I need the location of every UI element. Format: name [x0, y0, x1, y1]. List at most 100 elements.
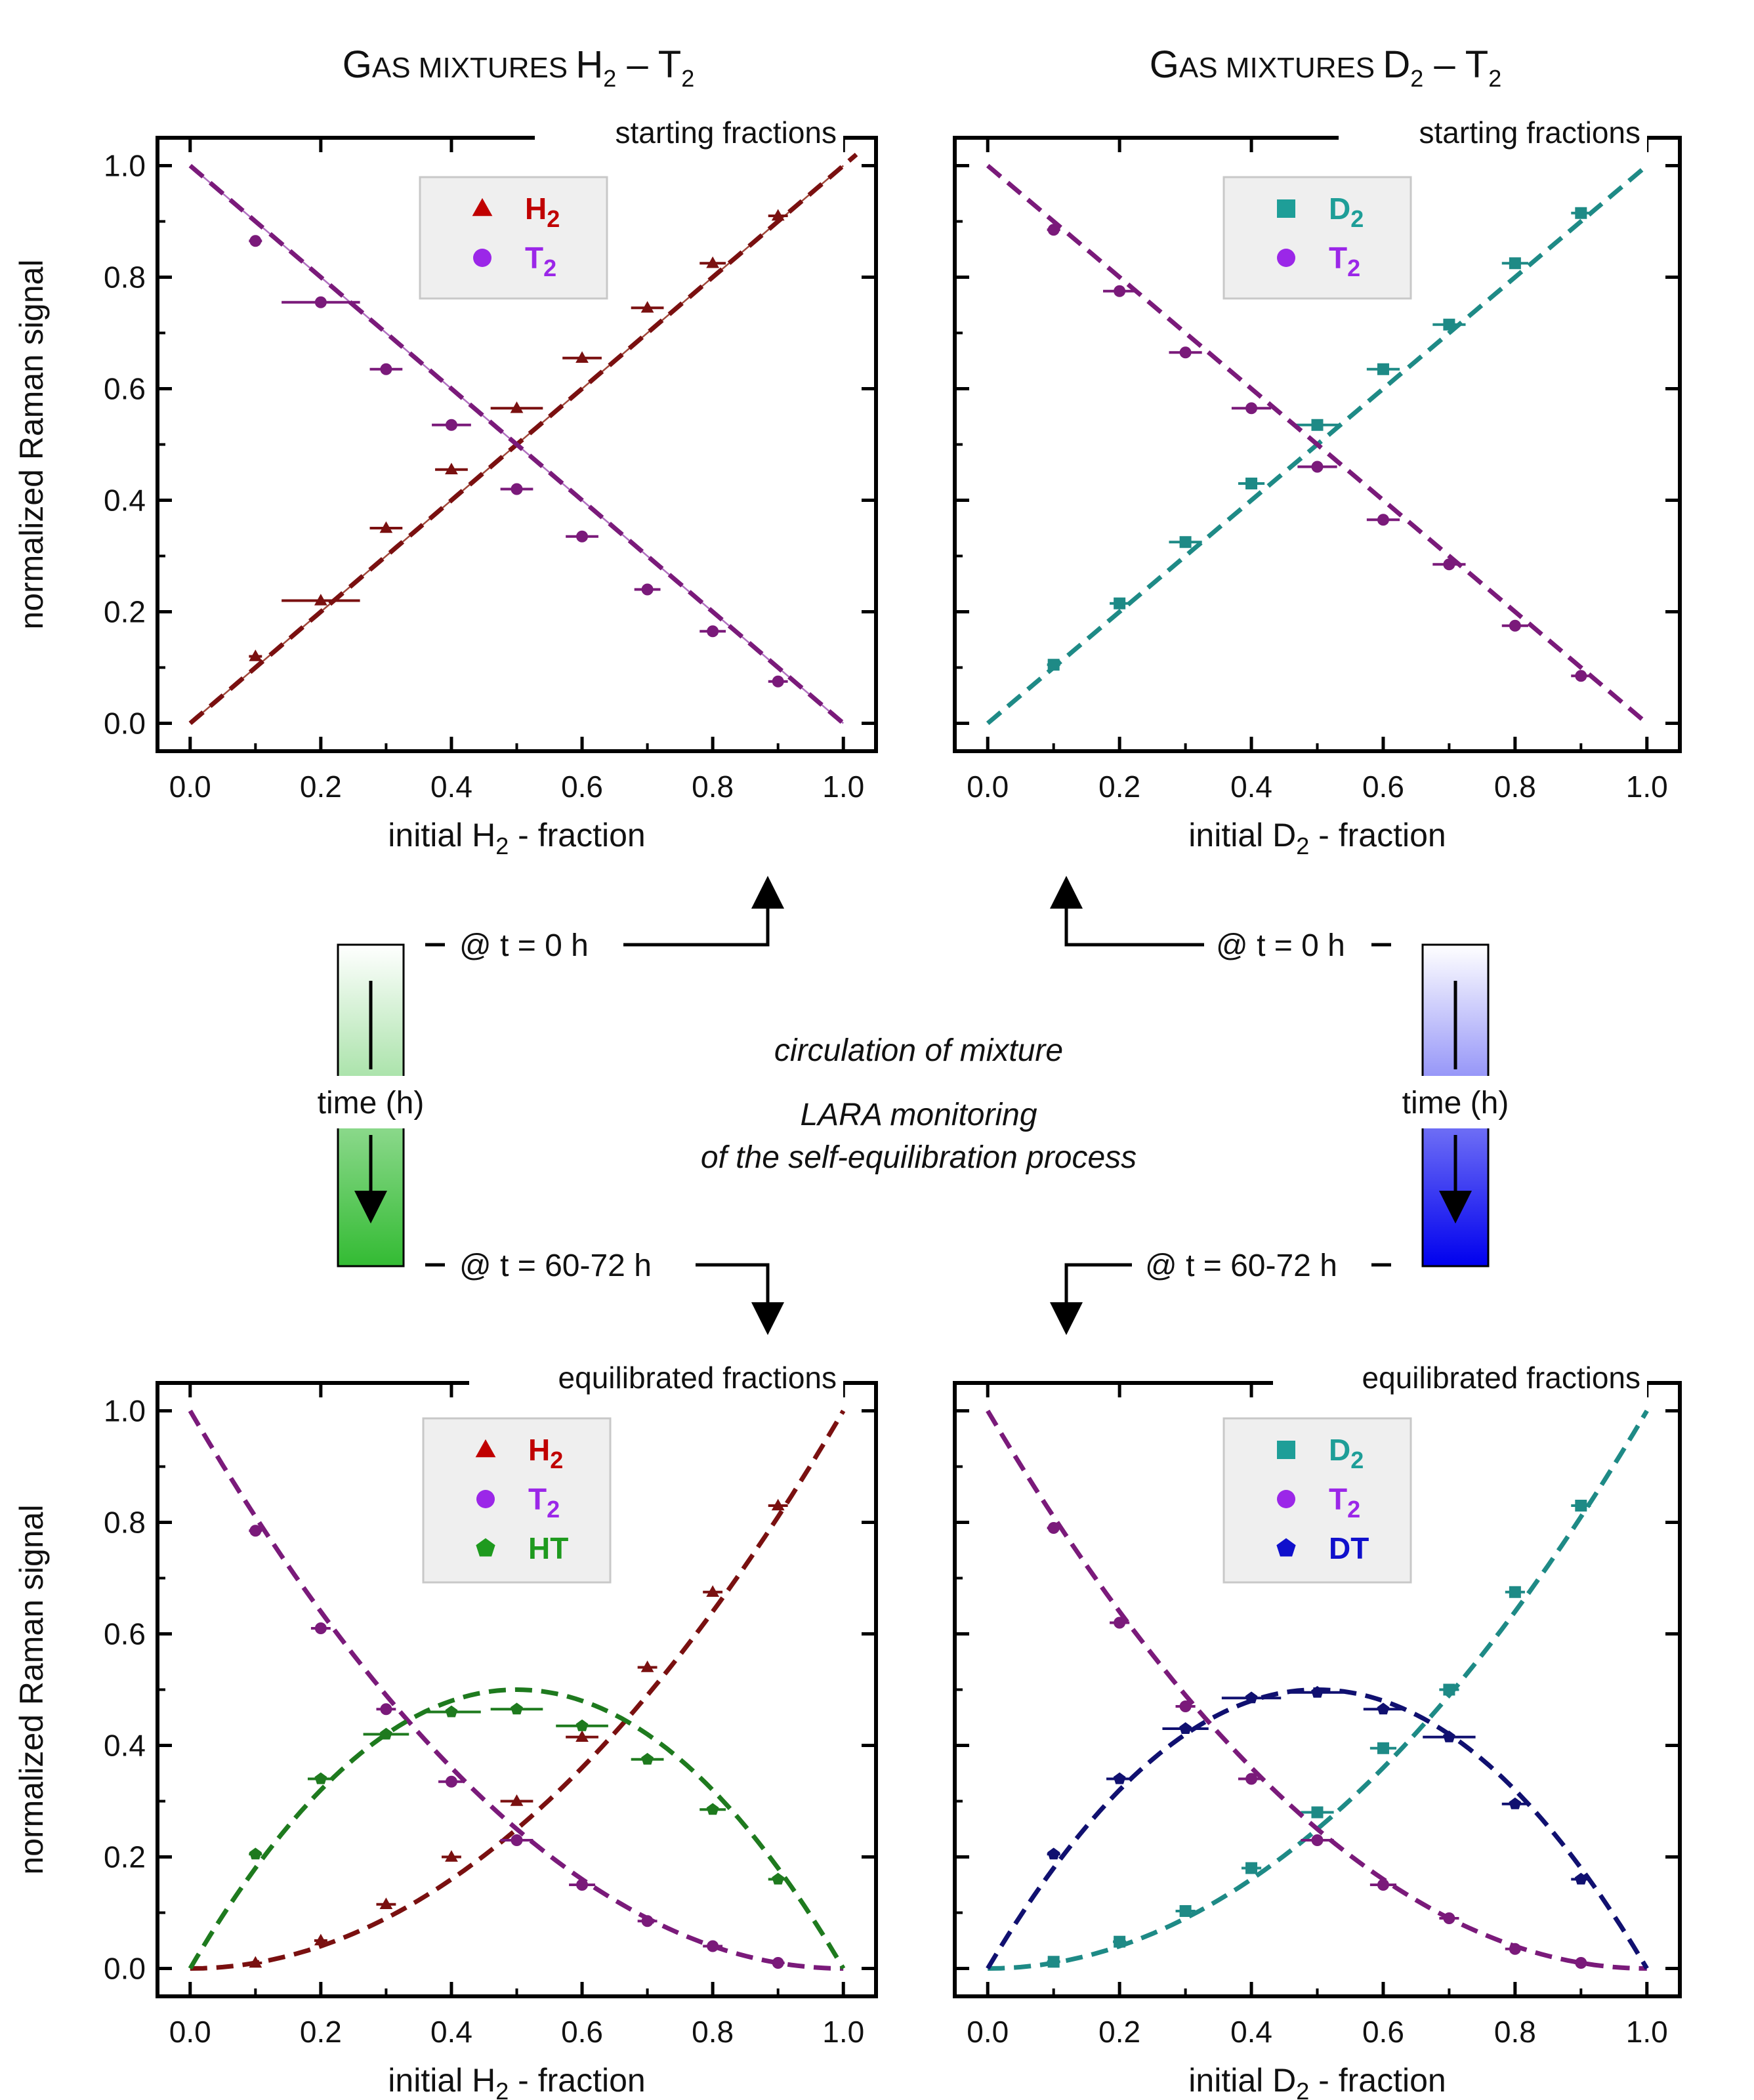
data-point-T2 [1047, 1522, 1060, 1534]
legend-marker-T2 [1277, 1490, 1295, 1508]
data-point-H2 [445, 1850, 458, 1862]
corner-label-bg [1339, 114, 1647, 152]
t-end-label-right: @ t = 60-72 h [1145, 1248, 1337, 1283]
data-point-T2 [707, 1940, 719, 1952]
data-point-T2 [1245, 1773, 1258, 1785]
x-tick-label: 0.6 [561, 770, 603, 804]
t-start-label-left: @ t = 0 h [459, 928, 589, 963]
data-point-H2 [314, 1933, 327, 1946]
legend-label: DT [1329, 1531, 1369, 1565]
data-point-D2 [1179, 536, 1192, 548]
y-tick-label: 0.0 [104, 707, 146, 741]
x-tick-label: 0.0 [169, 770, 211, 804]
data-point-T2 [1311, 461, 1324, 473]
legend-marker-T2 [473, 249, 491, 267]
chart-panel-top-left: 0.0 0.0 0.2 0.2 0.4 0.4 0.6 0.6 0.8 0.8 1.0 1.0 star… [13, 114, 878, 859]
data-point-H2 [771, 209, 785, 221]
data-point-T2 [1179, 346, 1192, 359]
x-tick-label: 0.0 [967, 770, 1009, 804]
data-point-D2 [1443, 318, 1455, 331]
x-tick-label: 0.4 [430, 2015, 472, 2049]
data-point-D2 [1575, 207, 1587, 219]
t-end-label-left: @ t = 60-72 h [459, 1248, 652, 1283]
y-axis-label: normalized Raman signal [13, 259, 50, 629]
data-point-D2 [1245, 478, 1258, 489]
data-point-D2 [1311, 419, 1324, 431]
data-point-T2 [641, 583, 654, 596]
data-point-T2 [1575, 1957, 1587, 1969]
data-point-HT [706, 1803, 719, 1815]
data-point-HT [249, 1847, 262, 1860]
data-point-T2 [445, 419, 457, 431]
fit-curve-T2 [986, 163, 1649, 726]
data-point-D2 [1509, 1586, 1521, 1598]
corner-label-bg [1273, 1359, 1647, 1397]
data-point-T2 [1443, 1912, 1455, 1924]
data-point-DT [1047, 1847, 1060, 1860]
y-tick-label: 0.4 [104, 1729, 146, 1763]
data-point-D2 [1114, 597, 1126, 609]
data-point-T2 [314, 296, 327, 308]
chart-panel-bottom-left: 0.0 0.0 0.2 0.2 0.4 0.4 0.6 0.6 0.8 0.8 1.0 1.0 equi… [13, 1359, 878, 2100]
y-tick-label: 0.8 [104, 1506, 146, 1540]
data-point-T2 [1377, 514, 1389, 526]
x-tick-label: 1.0 [822, 2015, 864, 2049]
data-point-DT [1377, 1702, 1390, 1715]
data-point-H2 [640, 300, 654, 313]
y-tick-label: 0.2 [104, 1840, 146, 1874]
y-tick-label: 0.8 [104, 260, 146, 295]
x-tick-label: 0.4 [1230, 770, 1272, 804]
data-point-HT [641, 1752, 654, 1765]
data-point-H2 [575, 351, 589, 363]
data-point-T2 [380, 1703, 392, 1716]
x-tick-label: 0.8 [692, 770, 734, 804]
data-point-H2 [510, 401, 524, 413]
x-tick-label: 1.0 [1626, 770, 1668, 804]
data-point-DT [1245, 1691, 1258, 1704]
x-tick-label: 0.0 [169, 2015, 211, 2049]
legend-box [1222, 176, 1412, 300]
data-point-DT [1574, 1872, 1587, 1885]
y-tick-label: 1.0 [104, 149, 146, 183]
data-point-T2 [772, 1957, 784, 1969]
data-point-D2 [1377, 1742, 1389, 1754]
data-point-T2 [576, 1879, 589, 1891]
legend-box [1222, 1417, 1412, 1584]
data-point-HT [575, 1719, 589, 1731]
legend-marker-DT [1276, 1538, 1296, 1557]
legend-label: H2 [525, 192, 560, 232]
legend-label: H2 [528, 1433, 563, 1473]
data-point-D2 [1245, 1862, 1258, 1874]
x-axis-label: initial D2 - fraction [1188, 817, 1446, 859]
corner-label-bg [535, 114, 843, 152]
legend-box [419, 176, 608, 300]
data-point-DT [1442, 1730, 1455, 1742]
data-point-H2 [640, 1660, 654, 1672]
y-tick-label: 0.2 [104, 595, 146, 629]
data-point-H2 [706, 256, 720, 268]
x-tick-label: 0.6 [1362, 770, 1404, 804]
data-point-D2 [1047, 1956, 1060, 1968]
data-point-D2 [1377, 363, 1389, 375]
data-point-D2 [1575, 1500, 1587, 1512]
x-tick-label: 0.6 [1362, 2015, 1404, 2049]
data-point-D2 [1443, 1683, 1455, 1696]
corner-label: starting fractions [1419, 115, 1640, 150]
legend-marker-HT [476, 1538, 495, 1557]
x-axis-label: initial H2 - fraction [388, 817, 645, 859]
data-point-H2 [379, 521, 393, 533]
fit-curve-T2 [188, 1409, 844, 1971]
legend-label: D2 [1329, 1433, 1364, 1473]
data-point-HT [511, 1702, 523, 1715]
x-tick-label: 0.6 [561, 2015, 603, 2049]
y-tick-label: 1.0 [104, 1394, 146, 1428]
data-point-H2 [249, 1956, 262, 1968]
legend-label: T2 [528, 1482, 560, 1523]
data-point-HT [379, 1727, 392, 1740]
corner-label: starting fractions [616, 115, 837, 150]
data-point-D2 [1311, 1806, 1324, 1819]
data-point-T2 [772, 675, 784, 688]
y-tick-label: 0.6 [104, 1617, 146, 1651]
data-point-T2 [1245, 402, 1258, 415]
legend-marker-H2 [472, 197, 493, 216]
